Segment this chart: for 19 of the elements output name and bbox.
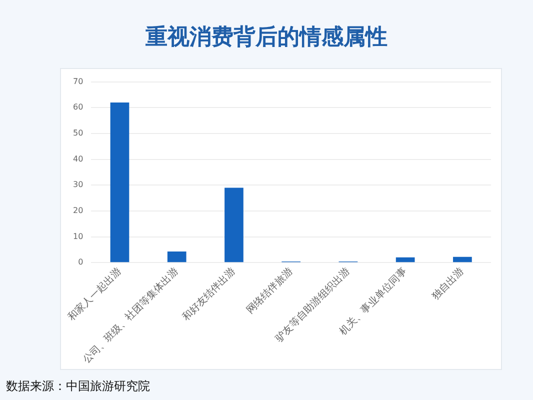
y-tick-label: 0 bbox=[78, 258, 84, 267]
y-tick-label: 50 bbox=[72, 128, 84, 138]
y-tick-label: 20 bbox=[72, 206, 84, 216]
x-tick-label: 和家人一起出游 bbox=[66, 265, 124, 324]
chart-title: 重视消费背后的情感属性 bbox=[144, 23, 388, 52]
x-tick-label: 网络结伴旅游 bbox=[244, 265, 296, 316]
bar bbox=[110, 102, 130, 262]
bar bbox=[453, 256, 472, 262]
y-tick-label: 10 bbox=[72, 232, 84, 241]
y-tick-label: 60 bbox=[72, 102, 84, 112]
bar bbox=[396, 257, 415, 262]
x-tick-label: 和好友结伴出游 bbox=[180, 265, 238, 324]
bar bbox=[167, 251, 186, 262]
y-tick-label: 40 bbox=[72, 154, 84, 164]
source-note: 数据来源：中国旅游研究院 bbox=[6, 378, 150, 395]
y-tick-label: 30 bbox=[72, 180, 84, 190]
bar bbox=[224, 188, 244, 262]
y-tick-label: 70 bbox=[72, 76, 84, 86]
x-tick-label: 独自出游 bbox=[430, 265, 466, 302]
